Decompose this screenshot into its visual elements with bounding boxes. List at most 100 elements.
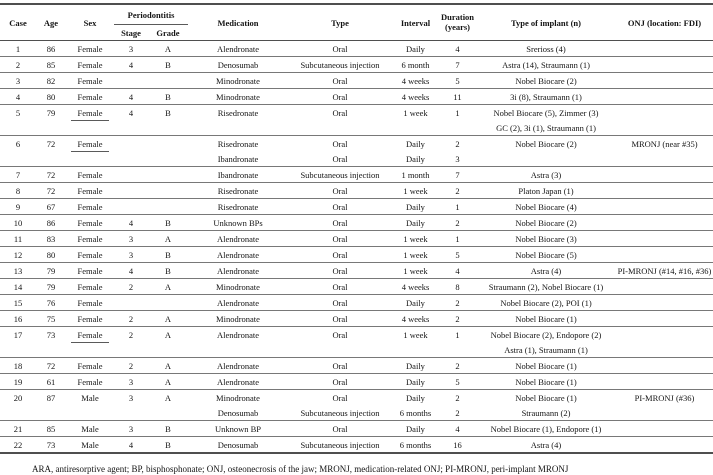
- cell-sex: Female: [66, 357, 114, 374]
- cell-stage: 4: [114, 88, 148, 105]
- cell-age: 79: [36, 104, 66, 120]
- cell-type: Oral: [288, 246, 392, 263]
- cell-implant: Nobel Biocare (4): [476, 198, 616, 215]
- cell-type: Oral: [288, 135, 392, 151]
- cell-stage: 3: [114, 389, 148, 405]
- table-row: 17 73 Female 2 A Alendronate Oral 1 week 1 Nobel …: [0, 326, 713, 343]
- cell-type: Oral: [288, 357, 392, 374]
- cell-onj: [616, 88, 713, 105]
- cell-stage: [114, 120, 148, 136]
- cell-age: 73: [36, 436, 66, 453]
- col-header-type: Type: [331, 17, 349, 28]
- cell-duration: 1: [439, 104, 476, 120]
- cell-grade: [148, 182, 188, 199]
- cell-onj: [616, 405, 713, 421]
- cell-onj: PI-MRONJ (#14, #16, #36): [616, 262, 713, 279]
- cell-interval: 6 months: [399, 407, 432, 418]
- cell-duration: 2: [439, 310, 476, 327]
- cell-type: Oral: [288, 182, 392, 199]
- cell-interval: 4 weeks: [392, 72, 439, 89]
- cell-type: Subcutaneous injection: [288, 436, 392, 453]
- cell-implant: Srerioss (4): [526, 43, 566, 54]
- cell-grade: A: [148, 326, 188, 342]
- cell-type: Subcutaneous injection: [300, 407, 380, 418]
- col-header-periodontitis: Periodontitis: [114, 4, 188, 25]
- cell-case: 19: [0, 373, 36, 390]
- cell-onj: [616, 198, 713, 215]
- cell-stage: 4: [114, 436, 148, 453]
- cell-implant: Straumann (2), Nobel Biocare (1): [476, 278, 616, 295]
- table-row: 1 86 Female 3 A Alendronate Oral Daily 4 Srerioss…: [0, 41, 713, 57]
- cell-case: 3: [0, 72, 36, 89]
- cell-implant: Nobel Biocare (3): [476, 230, 616, 247]
- cell-medication: Alendronate: [188, 326, 288, 342]
- cell-grade: [148, 72, 188, 89]
- cell-sex: Female: [66, 166, 114, 183]
- cell-interval: 1 week: [392, 246, 439, 263]
- cell-medication: Alendronate: [216, 43, 259, 54]
- cell-implant: Nobel Biocare (1): [476, 389, 616, 405]
- cell-sex: Female: [66, 56, 114, 73]
- cell-sex: Male: [66, 436, 114, 453]
- cell-duration: 16: [439, 436, 476, 453]
- cell-onj: PI-MRONJ (#36): [616, 389, 713, 405]
- cell-implant: GC (2), 3i (1), Straumann (1): [496, 122, 596, 133]
- table-row: Ibandronate Oral Daily 3: [0, 151, 713, 167]
- cell-sex: Female: [66, 310, 114, 327]
- col-header-duration-line1: Duration: [440, 12, 475, 22]
- cell-onj: [616, 72, 713, 89]
- cell-age: 86: [46, 43, 56, 54]
- cell-onj: [616, 151, 713, 167]
- cell-onj: [616, 310, 713, 327]
- table-row: 18 72 Female 2 A Alendronate Oral Daily 2 Nobel B…: [0, 357, 713, 374]
- cell-medication: Risedronate: [188, 104, 288, 120]
- cell-sex: Female: [66, 182, 114, 199]
- cell-duration: 1: [439, 326, 476, 342]
- cell-onj: [616, 214, 713, 231]
- cell-type: Oral: [288, 420, 392, 437]
- cell-stage: 4: [114, 214, 148, 231]
- cell-onj: [616, 120, 713, 136]
- cell-sex: Female: [66, 104, 114, 121]
- cell-sex: [66, 120, 114, 136]
- cell-age: 79: [36, 262, 66, 279]
- cell-type: [288, 120, 392, 136]
- cell-grade: B: [148, 56, 188, 73]
- cell-sex: Female: [66, 294, 114, 311]
- cell-stage: 4: [114, 262, 148, 279]
- cell-medication: Denosumab: [188, 56, 288, 73]
- table-body: 1 86 Female 3 A Alendronate Oral Daily 4 Srerioss…: [0, 41, 713, 453]
- cell-onj: [616, 436, 713, 453]
- cell-age: 79: [36, 278, 66, 295]
- cell-age: 82: [36, 72, 66, 89]
- paper-table-figure: Case Age Sex Periodontitis Medication Ty…: [0, 3, 713, 475]
- cell-age: 75: [36, 310, 66, 327]
- cell-interval: Daily: [392, 135, 439, 151]
- cell-type: Oral: [288, 389, 392, 405]
- cell-grade: B: [148, 88, 188, 105]
- cell-stage: [114, 72, 148, 89]
- cell-case: 17: [0, 326, 36, 342]
- table-row: 19 61 Female 3 A Alendronate Oral Daily 5 Nobel B…: [0, 373, 713, 390]
- cell-type: Oral: [288, 373, 392, 390]
- cell-implant: Nobel Biocare (2), Endopore (2): [476, 326, 616, 342]
- cell-medication: Ibandronate: [188, 166, 288, 183]
- cell-medication: Minodronate: [188, 88, 288, 105]
- cell-type: Subcutaneous injection: [288, 56, 392, 73]
- cell-implant: Astra (4): [476, 436, 616, 453]
- cell-implant: Nobel Biocare (2), POI (1): [476, 294, 616, 311]
- cell-implant: Astra (4): [476, 262, 616, 279]
- cell-grade: [148, 405, 188, 421]
- cell-grade: A: [148, 278, 188, 295]
- cell-case: 1: [15, 43, 21, 54]
- cell-interval: [392, 120, 439, 136]
- cell-grade: B: [148, 104, 188, 120]
- cell-age: 61: [36, 373, 66, 390]
- table-row: 2 85 Female 4 B Denosumab Subcutaneous injecti…: [0, 56, 713, 73]
- cell-medication: Alendronate: [188, 294, 288, 311]
- cell-case: 8: [0, 182, 36, 199]
- table-row: 9 67 Female Risedronate Oral Daily 1 Nobel Bioc…: [0, 198, 713, 215]
- cell-onj: [616, 326, 713, 342]
- table-row: 8 72 Female Risedronate Oral 1 week 2 Platon Ja…: [0, 182, 713, 199]
- cell-sex: Female: [66, 230, 114, 247]
